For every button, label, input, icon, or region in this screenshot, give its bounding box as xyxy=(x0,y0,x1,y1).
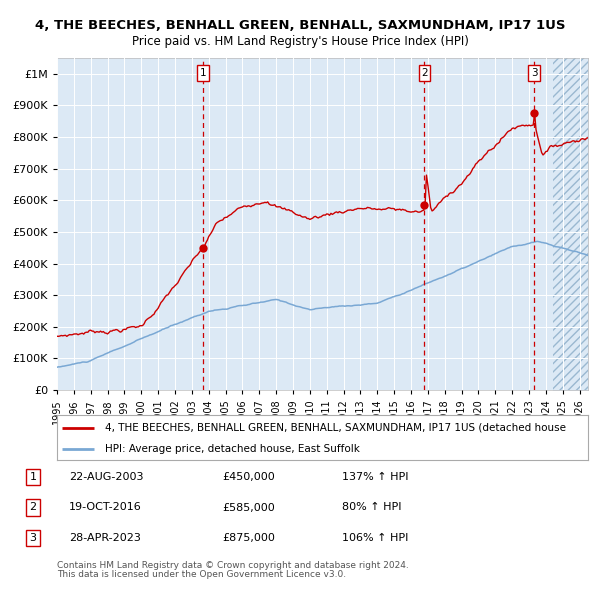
Text: £585,000: £585,000 xyxy=(222,503,275,513)
Text: This data is licensed under the Open Government Licence v3.0.: This data is licensed under the Open Gov… xyxy=(57,570,346,579)
Text: 3: 3 xyxy=(531,68,538,78)
Text: 1: 1 xyxy=(199,68,206,78)
Text: 2: 2 xyxy=(29,503,37,513)
Bar xyxy=(553,58,588,390)
Text: 1: 1 xyxy=(29,472,37,482)
Text: 28-APR-2023: 28-APR-2023 xyxy=(69,533,141,543)
Text: Contains HM Land Registry data © Crown copyright and database right 2024.: Contains HM Land Registry data © Crown c… xyxy=(57,561,409,570)
Text: 80% ↑ HPI: 80% ↑ HPI xyxy=(342,503,401,513)
Text: 106% ↑ HPI: 106% ↑ HPI xyxy=(342,533,409,543)
Text: Price paid vs. HM Land Registry's House Price Index (HPI): Price paid vs. HM Land Registry's House … xyxy=(131,35,469,48)
Text: 137% ↑ HPI: 137% ↑ HPI xyxy=(342,472,409,482)
Text: HPI: Average price, detached house, East Suffolk: HPI: Average price, detached house, East… xyxy=(105,444,359,454)
Text: £450,000: £450,000 xyxy=(222,472,275,482)
Text: £875,000: £875,000 xyxy=(222,533,275,543)
Text: 2: 2 xyxy=(421,68,428,78)
Text: 4, THE BEECHES, BENHALL GREEN, BENHALL, SAXMUNDHAM, IP17 1US (detached house: 4, THE BEECHES, BENHALL GREEN, BENHALL, … xyxy=(105,422,566,432)
Text: 22-AUG-2003: 22-AUG-2003 xyxy=(69,472,143,482)
Text: 19-OCT-2016: 19-OCT-2016 xyxy=(69,503,142,513)
Text: 4, THE BEECHES, BENHALL GREEN, BENHALL, SAXMUNDHAM, IP17 1US: 4, THE BEECHES, BENHALL GREEN, BENHALL, … xyxy=(35,19,565,32)
Text: 3: 3 xyxy=(29,533,37,543)
